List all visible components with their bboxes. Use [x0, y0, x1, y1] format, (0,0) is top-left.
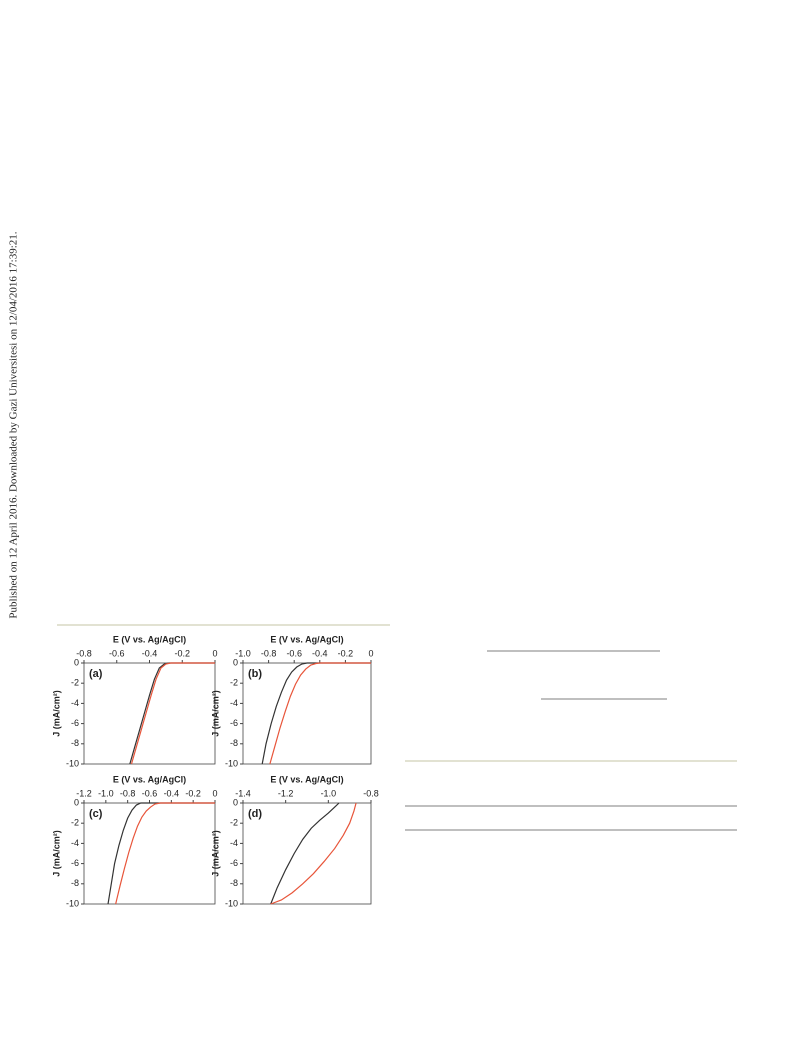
curve	[261, 662, 371, 765]
y-tick-label: -4	[230, 838, 238, 848]
panel-label: (b)	[248, 668, 262, 680]
y-tick-label: -10	[225, 758, 238, 768]
x-tick-label: -0.2	[338, 648, 354, 658]
y-tick-label: -4	[71, 838, 79, 848]
x-tick-label: -0.4	[164, 788, 180, 798]
y-tick-label: -4	[230, 698, 238, 708]
y-tick-label: 0	[74, 797, 79, 807]
x-tick-label: -1.2	[76, 788, 92, 798]
curve	[129, 662, 215, 765]
curve	[130, 662, 215, 765]
plot-frame	[83, 802, 216, 905]
x-tick-label: -0.2	[185, 788, 201, 798]
x-tick-label: -1.2	[278, 788, 294, 798]
y-axis-title: J (mA/cm²)	[210, 830, 220, 877]
y-axis-title: J (mA/cm²)	[51, 690, 61, 737]
plot-frame	[242, 802, 372, 905]
panel-label: (a)	[89, 668, 103, 680]
x-tick-label: 0	[212, 648, 217, 658]
y-tick-label: 0	[233, 797, 238, 807]
y-tick-label: -2	[71, 818, 79, 828]
x-tick-label: -0.8	[120, 788, 136, 798]
curve	[270, 802, 340, 905]
x-tick-label: -0.6	[142, 788, 158, 798]
y-tick-label: -2	[71, 678, 79, 688]
y-tick-label: -2	[230, 678, 238, 688]
x-axis-title: E (V vs. Ag/AgCl)	[113, 774, 186, 784]
curve	[270, 802, 357, 905]
x-tick-label: -0.8	[76, 648, 92, 658]
y-tick-label: -8	[71, 878, 79, 888]
x-tick-label: -0.2	[174, 648, 190, 658]
y-axis-title: J (mA/cm²)	[210, 690, 220, 737]
curve	[107, 802, 215, 905]
x-tick-label: -1.0	[321, 788, 337, 798]
y-tick-label: -10	[225, 898, 238, 908]
y-tick-label: -6	[71, 718, 79, 728]
y-tick-label: -2	[230, 818, 238, 828]
y-tick-label: -8	[230, 878, 238, 888]
x-tick-label: 0	[212, 788, 217, 798]
y-tick-label: -8	[230, 738, 238, 748]
plot-frame	[83, 662, 216, 765]
y-tick-label: -10	[66, 898, 79, 908]
plot-frame	[242, 662, 372, 765]
y-tick-label: 0	[74, 657, 79, 667]
panel-label: (d)	[248, 808, 262, 820]
x-tick-label: -0.6	[109, 648, 125, 658]
panel-label: (c)	[89, 808, 103, 820]
y-tick-label: -6	[230, 858, 238, 868]
x-tick-label: -0.4	[312, 648, 328, 658]
x-axis-title: E (V vs. Ag/AgCl)	[270, 774, 343, 784]
y-tick-label: -6	[71, 858, 79, 868]
x-tick-label: 0	[368, 648, 373, 658]
y-tick-label: -4	[71, 698, 79, 708]
y-tick-label: -8	[71, 738, 79, 748]
x-tick-label: -0.8	[363, 788, 379, 798]
curve	[115, 802, 215, 905]
x-tick-label: -1.0	[235, 648, 251, 658]
x-axis-title: E (V vs. Ag/AgCl)	[113, 634, 186, 644]
x-tick-label: -1.4	[235, 788, 251, 798]
x-tick-label: -0.4	[142, 648, 158, 658]
y-tick-label: -6	[230, 718, 238, 728]
y-axis-title: J (mA/cm²)	[51, 830, 61, 877]
x-tick-label: -1.0	[98, 788, 114, 798]
curve	[269, 662, 371, 765]
x-tick-label: -0.6	[286, 648, 302, 658]
y-tick-label: 0	[233, 657, 238, 667]
y-tick-label: -10	[66, 758, 79, 768]
side-note: Published on 12 April 2016. Downloaded b…	[8, 231, 20, 618]
x-tick-label: -0.8	[261, 648, 277, 658]
x-axis-title: E (V vs. Ag/AgCl)	[270, 634, 343, 644]
